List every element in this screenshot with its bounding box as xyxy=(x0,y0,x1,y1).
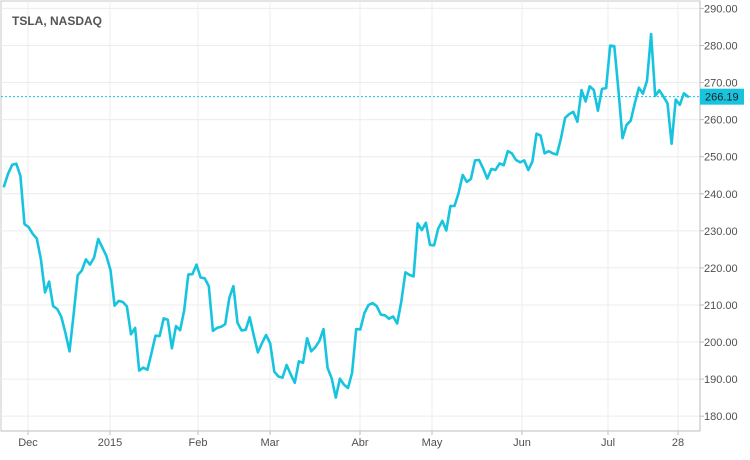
current-price-badge xyxy=(700,88,744,105)
current-price-label: 266.19 xyxy=(705,92,739,104)
y-tick-label: 290.00 xyxy=(704,3,738,15)
y-tick-label: 280.00 xyxy=(704,40,738,52)
y-tick-label: 190.00 xyxy=(704,374,738,386)
y-tick-label: 200.00 xyxy=(704,337,738,349)
y-tick-label: 250.00 xyxy=(704,152,738,164)
x-tick-label: Jul xyxy=(601,437,615,449)
y-tick-label: 270.00 xyxy=(704,78,738,90)
axes xyxy=(1,1,701,432)
x-tick-label: Mar xyxy=(261,437,280,449)
current-price-layer: 266.19 xyxy=(1,88,744,105)
plot-area xyxy=(0,0,701,432)
price-series-line xyxy=(2,32,690,399)
series-layer xyxy=(2,32,690,399)
gridlines xyxy=(1,1,700,431)
y-tick-label: 260.00 xyxy=(704,115,738,127)
y-axis-labels: 180.00 190.00 200.00 210.00 220.00 230.00 240.… xyxy=(700,3,738,423)
x-tick-label: May xyxy=(422,437,443,449)
x-tick-label: Abr xyxy=(351,437,368,449)
y-tick-label: 240.00 xyxy=(704,189,738,201)
y-tick-label: 230.00 xyxy=(704,226,738,238)
x-tick-label: Feb xyxy=(189,437,208,449)
chart-title: TSLA, NASDAQ xyxy=(12,14,102,28)
x-tick-label: Dec xyxy=(18,437,38,449)
y-tick-label: 180.00 xyxy=(704,411,738,423)
x-tick-label: 2015 xyxy=(98,437,122,449)
x-tick-label: Jun xyxy=(513,437,531,449)
y-tick-label: 210.00 xyxy=(704,300,738,312)
x-axis-labels: Dec 2015 Feb Mar Abr May Jun Jul 28 xyxy=(18,431,684,449)
x-tick-label: 28 xyxy=(672,437,684,449)
y-tick-label: 220.00 xyxy=(704,263,738,275)
